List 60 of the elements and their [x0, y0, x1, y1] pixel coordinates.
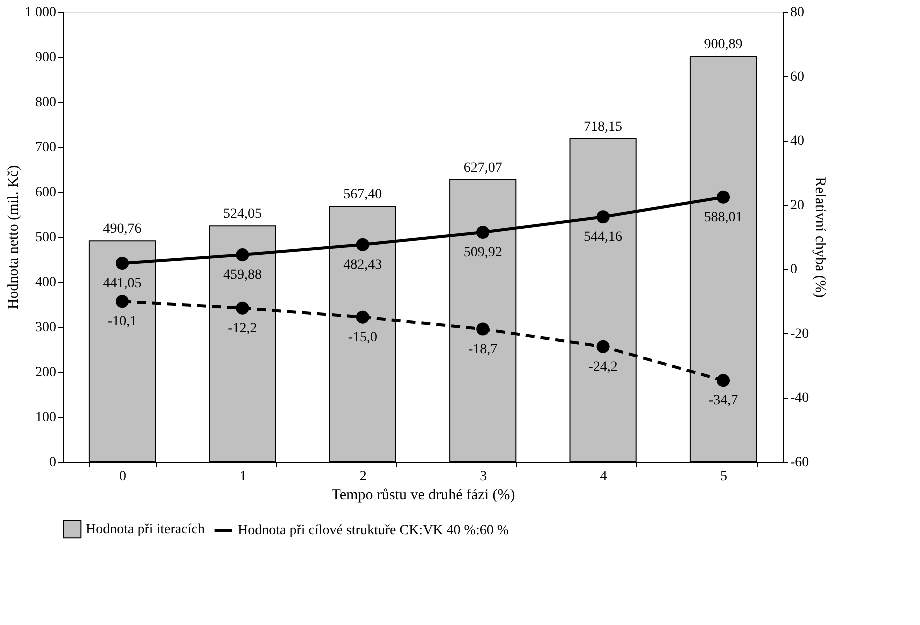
y-tick-label: 800: [36, 96, 56, 110]
data-label: -34,7: [708, 394, 738, 409]
x-tick-label: 2: [360, 470, 367, 484]
data-label: 524,05: [223, 207, 262, 222]
data-label: 482,43: [344, 258, 382, 273]
x-tick-label: 5: [720, 470, 728, 484]
data-label: -24,2: [588, 360, 618, 375]
point: [596, 340, 610, 354]
point: [356, 238, 370, 252]
y-tick-label: 100: [36, 410, 56, 426]
y-tick-label: 500: [36, 230, 56, 246]
y-tick-label: 600: [36, 186, 56, 200]
y-tick-label: 700: [36, 140, 56, 156]
point: [236, 248, 250, 262]
y-tick-label: 1 000: [25, 6, 56, 20]
y-axis-title: Hodnota netto (mil. Kč): [6, 165, 22, 310]
point: [116, 257, 130, 270]
y-tick-label: 0: [50, 456, 56, 470]
y2-tick-label: 20: [790, 198, 804, 214]
point: [116, 295, 130, 308]
point: [356, 310, 370, 324]
data-label: -15,0: [348, 330, 378, 346]
y2-tick-label: -20: [790, 326, 810, 342]
point: [476, 322, 490, 336]
data-label: -12,2: [228, 321, 258, 336]
y2-tick-label: 60: [790, 70, 804, 85]
y2-axis-title: Relativní chyba (%): [812, 177, 828, 298]
y-tick-label: 300: [36, 320, 56, 336]
data-label: -18,7: [468, 342, 498, 358]
x-tick-label: 3: [480, 470, 488, 484]
y-tick-label: 200: [36, 366, 56, 380]
legend-label: Hodnota při iteracích: [86, 522, 205, 538]
data-label: 627,07: [464, 160, 502, 176]
data-label: 441,05: [103, 276, 142, 292]
point: [596, 210, 610, 224]
data-label: 718,15: [584, 120, 623, 135]
y-tick-label: 400: [36, 276, 56, 290]
point: [716, 190, 730, 204]
y-tick-label: 900: [36, 50, 56, 66]
data-label: 459,88: [223, 268, 262, 284]
x-tick-label: 0: [120, 470, 126, 484]
data-label: 509,92: [464, 246, 502, 261]
data-label: 544,16: [584, 230, 623, 246]
legend-label: Hodnota při cílové struktuře CK:VK 40 %:60 %: [238, 524, 510, 538]
y2-tick-label: 0: [790, 262, 798, 278]
x-tick-label: 4: [600, 470, 608, 484]
point: [236, 302, 250, 315]
y2-tick-label: -40: [790, 391, 810, 406]
data-label: 900,89: [704, 38, 743, 53]
point: [716, 374, 730, 388]
y2-tick-label: -60: [790, 456, 810, 470]
point: [476, 226, 490, 240]
data-label: -10,1: [108, 314, 138, 330]
data-label: 588,01: [704, 210, 743, 226]
y2-tick-label: 80: [790, 6, 804, 20]
data-label: 567,40: [344, 188, 382, 203]
x-axis-title: Tempo růstu ve druhé fázi (%): [332, 488, 516, 504]
data-label: 490,76: [103, 222, 142, 238]
y2-tick-label: 40: [790, 134, 804, 150]
x-tick-label: 1: [240, 470, 247, 484]
